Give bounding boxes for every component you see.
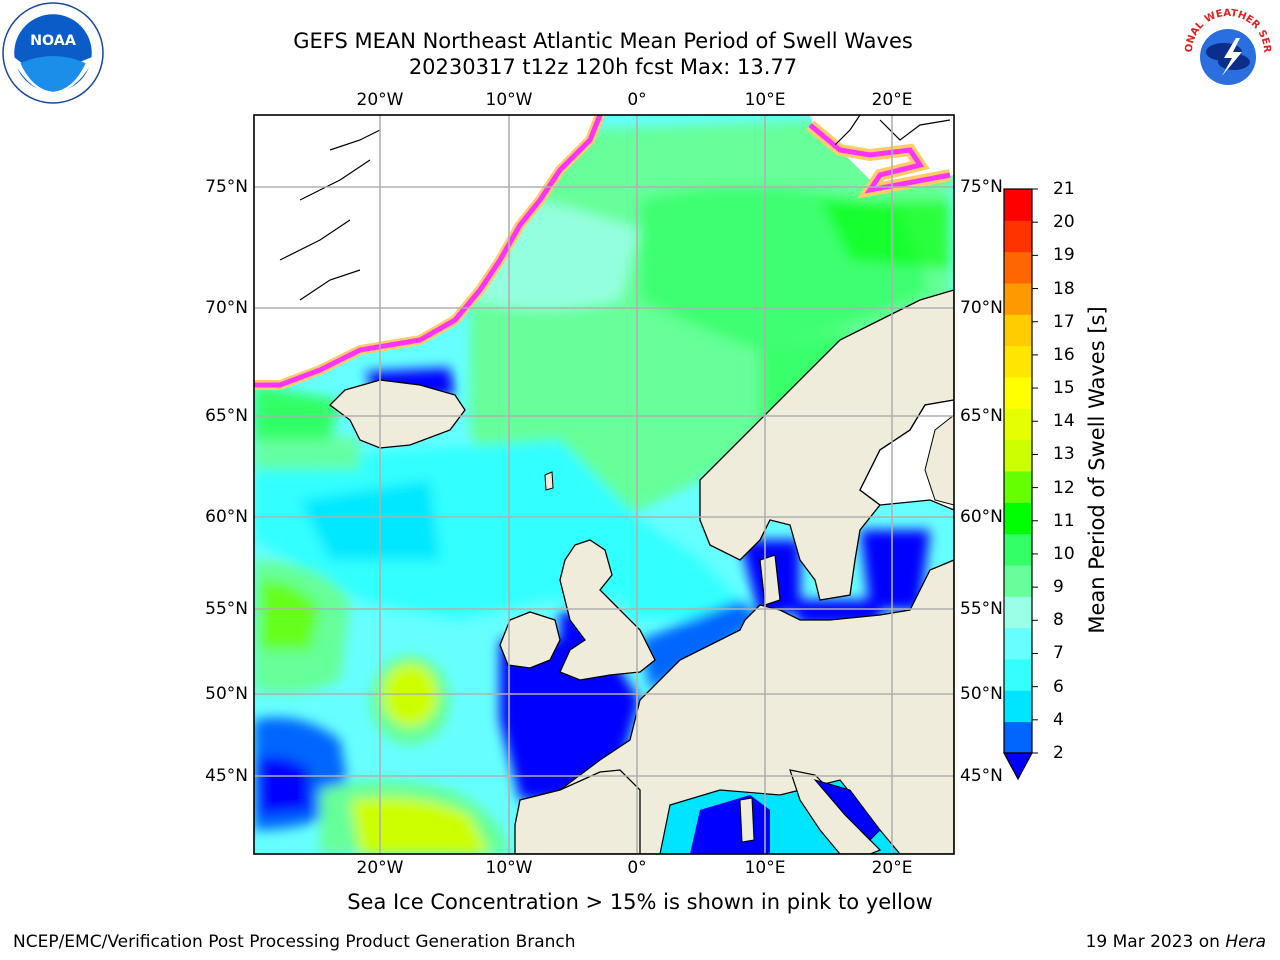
colorbar-label: 8 [1053,610,1064,631]
greenland-area [254,115,600,385]
colorbar-segment [1004,721,1032,754]
colorbar-label: 9 [1053,577,1064,598]
lat-tick-right-60n: 60°N [960,507,1003,527]
colorbar-segment [1004,189,1032,221]
greenland-fjords [279,129,381,301]
lon-tick-top-10w: 10°W [485,90,533,110]
adriatic-sea [813,779,881,841]
lon-tick-bottom-10w: 10°W [485,858,533,878]
colorbar-title: Mean Period of Swell Waves [s] [1085,306,1109,634]
swell-period-field [254,115,954,854]
footer-machine: Hera [1225,932,1266,952]
lon-tick-top-10e: 10°E [744,90,786,110]
colorbar-segment [1004,690,1032,723]
colorbar-label: 18 [1053,278,1075,299]
lat-tick-left-55n: 55°N [205,599,248,619]
lon-tick-bottom-0: 0° [627,858,647,878]
ireland-land [499,611,561,669]
colorbar-segment [1004,345,1032,378]
colorbar-segment [1004,565,1032,597]
lon-tick-bottom-20w: 20°W [356,858,404,878]
noaa-logo: NOAA [2,2,104,104]
lat-tick-right-75n: 75°N [960,177,1003,197]
iberia-land [514,769,641,854]
colorbar-label: 4 [1053,709,1064,730]
lat-tick-left-65n: 65°N [205,406,248,426]
colorbar-outline [1003,188,1033,754]
colorbar-segment [1004,533,1032,566]
colorbar-segment [1004,251,1032,284]
colorbar-label: 6 [1053,676,1064,697]
lat-tick-left-75n: 75°N [205,177,248,197]
svalbard-coast [834,115,951,146]
graticule [254,115,954,854]
lat-tick-left-50n: 50°N [205,684,248,704]
finland-land [924,414,954,506]
lat-tick-right-65n: 65°N [960,406,1003,426]
lon-tick-top-0: 0° [627,90,647,110]
chart-subtitle: 20230317 t12z 120h fcst Max: 13.77 [408,55,798,79]
colorbar-label: 16 [1053,344,1075,365]
colorbar-label: 19 [1053,245,1075,266]
colorbar-label: 10 [1053,543,1075,564]
faroe-islands [544,471,554,491]
lat-tick-left-70n: 70°N [205,298,248,318]
sardinia-land [739,797,755,843]
colorbar-segment [1004,377,1032,409]
colorbar-label: 13 [1053,444,1075,465]
lat-tick-right-70n: 70°N [960,298,1003,318]
colorbar-segment [1004,596,1032,629]
colorbar-label: 20 [1053,212,1075,233]
ice-edge-inner [254,115,603,388]
iceland-land [329,379,466,449]
colorbar-label: 17 [1053,311,1075,332]
colorbar-label: 15 [1053,378,1075,399]
colorbar-segment [1004,502,1032,535]
colorbar-segment [1004,471,1032,503]
colorbar-label: 12 [1053,477,1075,498]
lat-tick-left-45n: 45°N [205,766,248,786]
lat-tick-right-45n: 45°N [960,766,1003,786]
colorbar-segment [1004,220,1032,253]
noaa-logo-text: NOAA [30,33,76,49]
colorbar-label: 2 [1053,743,1064,763]
colorbar-segment [1004,408,1032,441]
lon-tick-top-20e: 20°E [871,90,913,110]
colorbar-segment [1004,659,1032,691]
lat-tick-left-60n: 60°N [205,507,248,527]
colorbar-under-triangle [1002,752,1034,781]
colorbar-segment [1004,627,1032,660]
map-frame [253,114,955,855]
footer-date-text: 19 Mar 2023 on [1085,932,1226,952]
colorbar-label: 21 [1053,179,1075,199]
colorbar-label: 14 [1053,411,1075,432]
lon-tick-top-20w: 20°W [356,90,404,110]
chart-title: GEFS MEAN Northeast Atlantic Mean Period… [293,29,913,53]
lon-tick-bottom-10e: 10°E [744,858,786,878]
colorbar-segment [1004,314,1032,347]
lat-tick-right-50n: 50°N [960,684,1003,704]
colorbar-segment [1004,283,1032,315]
nws-logo: NATIONAL WEATHER SERVICE [1178,2,1276,100]
sea-ice-caption: Sea Ice Concentration > 15% is shown in … [347,890,933,914]
colorbar-label: 11 [1053,510,1075,531]
great-britain-land [559,539,656,681]
colorbar-segment [1004,439,1032,472]
lat-tick-right-55n: 55°N [960,599,1003,619]
footer-date: 19 Mar 2023 on Hera [1086,932,1266,952]
colorbar-label: 7 [1053,643,1064,664]
footer-credit: NCEP/EMC/Verification Post Processing Pr… [13,932,576,952]
lon-tick-bottom-20e: 20°E [871,858,913,878]
